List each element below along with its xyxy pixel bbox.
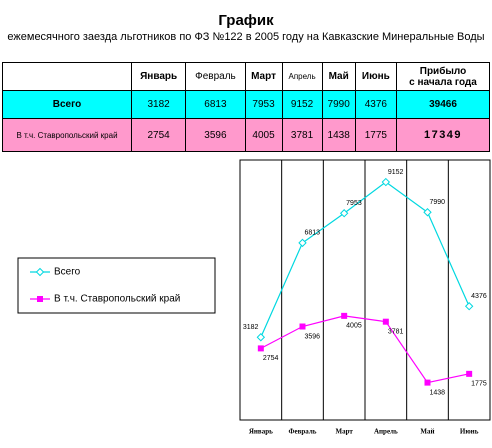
legend-marker — [35, 267, 45, 277]
header-cell: Апрель — [281, 62, 323, 91]
data-label: 3182 — [243, 324, 259, 331]
data-label: 6813 — [305, 230, 321, 237]
header-cell: Май — [321, 62, 356, 91]
cell: 7953 — [244, 90, 283, 119]
marker — [424, 379, 431, 386]
x-tick-label: Январь — [249, 428, 273, 436]
marker — [381, 177, 391, 187]
x-tick-label: Апрель — [374, 428, 398, 436]
header-line: с начала года — [409, 76, 477, 88]
marker — [299, 323, 306, 330]
subtitle: ежемесячного заезда льготников по ФЗ №12… — [7, 31, 485, 43]
row-label: В т.ч. Ставропольский край — [2, 118, 132, 152]
data-label: 1775 — [471, 381, 487, 388]
data-label: 4376 — [471, 293, 487, 300]
total: 17349 — [396, 118, 490, 152]
header-cell: Февраль — [185, 62, 246, 91]
cell: 1438 — [321, 118, 356, 152]
row: Всего 3182 6813 7953 9152 7990 4376 3946… — [2, 90, 490, 119]
cell: 3596 — [185, 118, 246, 152]
cell: 1775 — [354, 118, 398, 152]
total: 39466 — [396, 90, 490, 119]
cell: 3781 — [281, 118, 323, 152]
marker — [339, 209, 349, 218]
table: Январь Февраль Март Апрель Май Июнь Приб… — [2, 62, 490, 152]
legend-box — [17, 257, 216, 314]
data-label: 7953 — [346, 200, 362, 207]
marker — [466, 370, 473, 377]
series-line — [260, 181, 470, 338]
row: В т.ч. Ставропольский край 2754 3596 400… — [2, 118, 490, 152]
data-label: 3596 — [305, 333, 321, 340]
marker — [464, 302, 474, 311]
marker — [423, 208, 432, 217]
x-tick-label: Март — [335, 428, 353, 436]
x-tick-label: Июнь — [460, 428, 479, 436]
marker — [256, 333, 266, 342]
cell: 7990 — [321, 90, 356, 119]
cell: 4376 — [354, 90, 398, 119]
legend-marker — [37, 296, 43, 302]
header-cell: Прибыло с начала года — [396, 62, 490, 91]
cell: 4005 — [244, 118, 283, 152]
marker — [298, 238, 307, 248]
cell: 9152 — [281, 90, 323, 119]
row-label: Всего — [2, 90, 132, 119]
cell: 2754 — [130, 118, 187, 152]
data-label: 7990 — [430, 199, 446, 206]
data-label: 1438 — [430, 389, 446, 396]
title: График — [218, 12, 274, 29]
data-label: 3781 — [388, 329, 404, 336]
x-tick-label: Февраль — [289, 428, 317, 436]
header-row: Январь Февраль Март Апрель Май Июнь Приб… — [2, 62, 490, 91]
data-label: 2754 — [263, 355, 279, 362]
series-line — [260, 315, 470, 384]
data-label: 9152 — [388, 169, 404, 176]
cell: 6813 — [185, 90, 246, 119]
x-tick-label: Май — [420, 428, 434, 436]
data-label: 4005 — [346, 323, 362, 330]
marker — [382, 318, 389, 325]
header-line: Прибыло — [419, 65, 467, 77]
legend-label: Всего — [54, 267, 81, 278]
marker — [341, 312, 348, 319]
header-cell: Июнь — [354, 62, 398, 91]
marker — [257, 345, 264, 352]
legend-label: В т.ч. Ставропольский край — [54, 294, 180, 305]
